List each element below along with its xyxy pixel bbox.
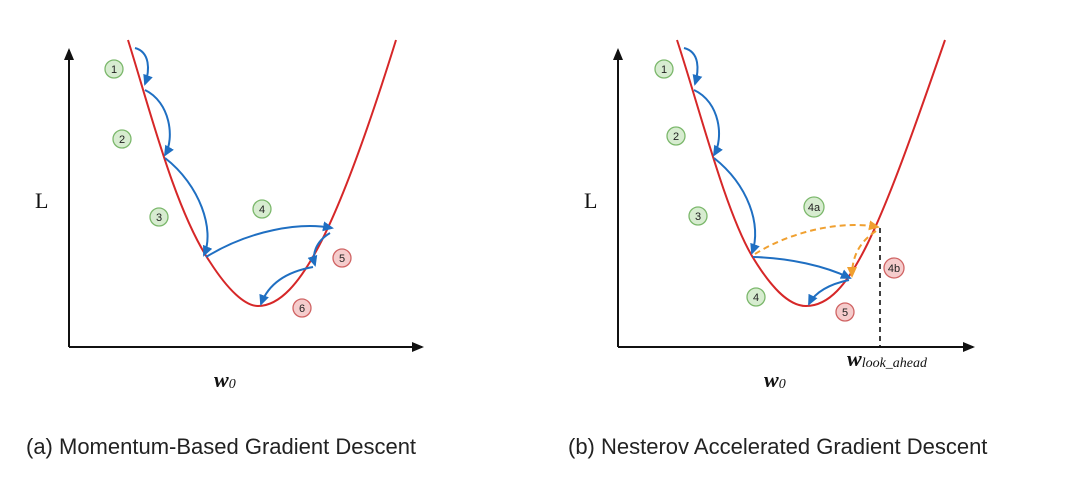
svg-text:2: 2 (673, 131, 679, 143)
svg-text:5: 5 (339, 253, 345, 265)
svg-text:2: 2 (119, 134, 125, 146)
step-badge-2: 2 (666, 126, 686, 146)
look-ahead-label-main: w (847, 346, 862, 371)
x-axis-label-sub: 0 (229, 377, 236, 392)
panel-b-caption: (b) Nesterov Accelerated Gradient Descen… (568, 434, 987, 459)
step-badge-4a: 4a (803, 196, 825, 218)
look-ahead-arrow-4a (754, 220, 880, 255)
step-arrow-5 (808, 279, 850, 306)
x-axis-label-main: w (764, 367, 779, 392)
step-arrow-5 (307, 232, 331, 267)
step-badge-5: 5 (835, 302, 855, 322)
step-badge-3: 3 (688, 206, 708, 226)
svg-text:4: 4 (753, 292, 759, 304)
y-axis-label: L (35, 188, 48, 213)
x-axis-label: w0 (764, 367, 786, 392)
step-badge-1: 1 (104, 59, 124, 79)
panel-a: L w0 1 2 3 4 5 (26, 39, 424, 459)
svg-text:6: 6 (299, 303, 305, 315)
svg-text:4: 4 (259, 204, 265, 216)
y-axis-label: L (584, 188, 597, 213)
svg-text:4a: 4a (808, 202, 821, 214)
look-ahead-label: wlook_ahead (847, 346, 928, 371)
step-badge-3: 3 (149, 207, 169, 227)
step-badge-4b: 4b (883, 257, 905, 279)
panel-a-caption: (a) Momentum-Based Gradient Descent (26, 434, 416, 459)
x-axis-label-main: w (214, 367, 229, 392)
step-arrow-2 (144, 89, 174, 157)
loss-curve (676, 39, 946, 308)
step-badge-1: 1 (654, 59, 674, 79)
svg-text:3: 3 (695, 211, 701, 223)
loss-curve (127, 39, 397, 308)
step-arrow-4 (205, 221, 334, 258)
step-badge-5: 5 (332, 248, 352, 268)
step-badge-2: 2 (112, 129, 132, 149)
step-arrow-4 (752, 256, 852, 279)
step-arrow-1 (134, 47, 153, 86)
svg-text:4b: 4b (888, 263, 900, 275)
step-badge-4: 4 (746, 287, 766, 307)
step-badge-4: 4 (252, 199, 272, 219)
look-ahead-label-sub: look_ahead (862, 356, 928, 371)
x-axis-label-sub: 0 (779, 377, 786, 392)
step-arrow-2 (693, 89, 723, 157)
step-badge-6: 6 (292, 298, 312, 318)
svg-text:3: 3 (156, 212, 162, 224)
step-arrow-3 (713, 157, 760, 255)
step-arrow-6 (259, 266, 314, 306)
panel-b: L w0 wlook_ahead 1 2 3 (568, 39, 987, 459)
svg-text:5: 5 (842, 307, 848, 319)
svg-text:1: 1 (111, 64, 117, 76)
step-arrow-3 (164, 157, 213, 257)
x-axis-label: w0 (214, 367, 236, 392)
svg-text:1: 1 (661, 64, 667, 76)
look-ahead-arrow-4b (847, 230, 877, 278)
step-arrow-1 (683, 47, 703, 86)
